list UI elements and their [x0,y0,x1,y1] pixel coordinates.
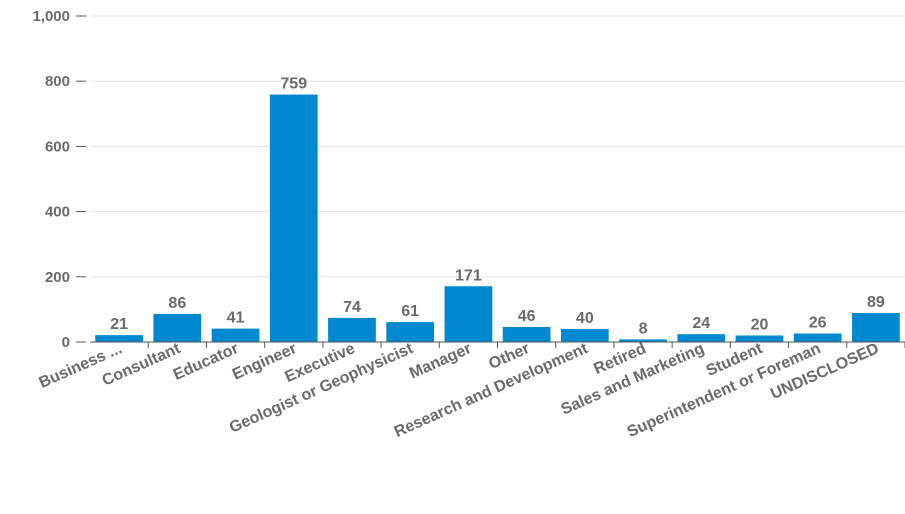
bar[interactable] [852,312,900,342]
y-tick-label: 0 [62,334,70,351]
data-label: 21 [110,316,128,333]
data-label: 26 [809,315,827,332]
data-label: 759 [280,76,307,93]
data-label: 40 [576,310,594,327]
y-tick-label: 1,000 [32,8,70,25]
bar[interactable] [793,333,842,342]
bar[interactable] [328,317,376,342]
x-category-label: Manager [407,340,474,382]
bar[interactable] [95,335,143,342]
bar[interactable] [386,322,435,342]
y-tick-label: 200 [45,269,70,286]
data-label: 8 [639,320,648,337]
bar[interactable] [677,334,726,342]
bar[interactable] [444,286,493,342]
x-axis: Business ...ConsultantEducatorEngineerEx… [37,340,905,441]
bar[interactable] [269,94,318,342]
bar[interactable] [560,328,609,342]
data-label: 61 [401,303,419,320]
data-label: 24 [692,315,710,332]
data-label: 46 [518,308,536,325]
bar[interactable] [619,339,667,342]
y-tick-label: 800 [45,73,70,90]
data-label: 89 [867,294,885,311]
data-label: 86 [168,295,186,312]
data-label: 171 [455,267,482,284]
bar[interactable] [735,335,784,342]
data-label: 74 [343,299,361,316]
data-label: 20 [751,316,769,333]
y-axis: 0 200 400 600 800 1,000 [32,8,86,351]
bars: 21 86 41 759 74 61 171 46 40 8 24 20 26 89 [95,76,900,342]
bar[interactable] [153,313,202,342]
y-tick-label: 600 [45,138,70,155]
data-label: 41 [227,310,245,327]
bar[interactable] [211,328,260,342]
y-tick-label: 400 [45,204,70,221]
grid-lines [90,15,905,278]
bar[interactable] [502,327,551,342]
